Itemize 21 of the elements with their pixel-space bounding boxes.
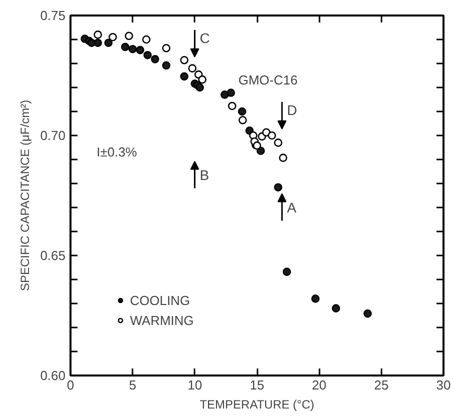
y-tick-label: 0.60 [40,368,66,383]
annotation: D [286,102,298,118]
y-tick-label: 0.75 [40,8,66,23]
x-axis-title: TEMPERATURE (°C) [200,398,314,412]
x-tick-label: 25 [374,378,389,392]
x-tick-label: 20 [312,378,326,392]
y-axis-title: SPECIFIC CAPACITANCE (μF/cm²) [18,100,32,292]
x-tick-label: 10 [188,378,202,392]
annotation: C [200,30,210,46]
annotation: I±0.3% [96,144,138,160]
annotation: GMO-C16 [238,72,298,88]
legend-label: WARMING [130,312,194,328]
y-tick-label: 0.70 [40,128,66,143]
x-tick-label: 5 [129,378,136,392]
annotation: B [200,166,210,183]
legend-label: COOLING [130,292,190,308]
annotation: A [286,199,297,216]
x-tick-label: 30 [436,378,451,392]
x-tick-label: 15 [250,378,264,392]
y-tick-label: 0.65 [40,248,66,263]
x-tick-label: 0 [66,378,74,392]
